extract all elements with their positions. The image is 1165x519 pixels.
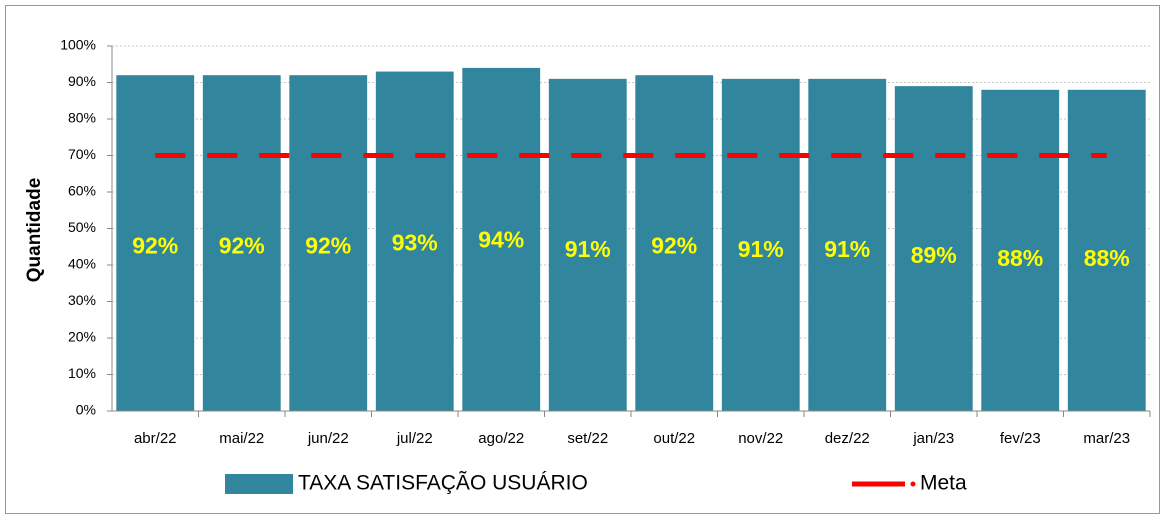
y-axis-title: Quantidade bbox=[24, 178, 45, 283]
bar-value-label: 92% bbox=[305, 233, 351, 259]
y-tick-label: 80% bbox=[68, 110, 96, 126]
bar-value-label: 89% bbox=[911, 242, 957, 268]
x-tick-label: mar/23 bbox=[1083, 430, 1130, 447]
bar bbox=[894, 86, 973, 412]
bar-value-label: 88% bbox=[997, 245, 1043, 271]
legend-label: TAXA SATISFAÇÃO USUÁRIO bbox=[298, 471, 588, 495]
bar bbox=[289, 75, 368, 411]
y-tick-label: 20% bbox=[68, 329, 96, 345]
bar-value-label: 91% bbox=[824, 236, 870, 262]
bar-value-label: 92% bbox=[219, 233, 265, 259]
y-tick-label: 50% bbox=[68, 219, 96, 235]
legend-swatch bbox=[225, 474, 293, 494]
bar-value-label: 91% bbox=[738, 236, 784, 262]
x-tick-label: jan/23 bbox=[912, 430, 954, 447]
x-tick-label: mai/22 bbox=[219, 430, 264, 447]
y-tick-label: 60% bbox=[68, 183, 96, 199]
x-tick-label: dez/22 bbox=[825, 430, 870, 447]
legend-label: Meta bbox=[920, 472, 967, 495]
bar bbox=[548, 78, 627, 411]
bar bbox=[202, 75, 281, 411]
bar bbox=[375, 71, 454, 412]
bar-value-label: 92% bbox=[651, 233, 697, 259]
bar-value-label: 93% bbox=[392, 230, 438, 256]
legend-marker bbox=[910, 481, 916, 487]
bar bbox=[808, 78, 887, 411]
y-tick-label: 40% bbox=[68, 256, 96, 272]
x-tick-label: ago/22 bbox=[478, 430, 524, 447]
y-tick-label: 0% bbox=[76, 402, 96, 418]
y-tick-label: 90% bbox=[68, 73, 96, 89]
x-tick-label: nov/22 bbox=[738, 430, 783, 447]
bar-value-label: 88% bbox=[1084, 245, 1130, 271]
x-tick-label: set/22 bbox=[567, 430, 608, 447]
x-tick-label: abr/22 bbox=[134, 430, 177, 447]
x-tick-label: fev/23 bbox=[1000, 430, 1041, 447]
bar bbox=[635, 75, 714, 411]
y-tick-label: 10% bbox=[68, 365, 96, 381]
y-tick-label: 70% bbox=[68, 146, 96, 162]
x-tick-label: jun/22 bbox=[307, 430, 349, 447]
x-tick-label: out/22 bbox=[653, 430, 695, 447]
x-tick-label: jul/22 bbox=[396, 430, 433, 447]
bar bbox=[116, 75, 195, 411]
y-tick-label: 100% bbox=[60, 37, 96, 53]
bar-value-label: 94% bbox=[478, 226, 524, 252]
y-tick-label: 30% bbox=[68, 292, 96, 308]
bar bbox=[981, 89, 1060, 412]
bar bbox=[1067, 89, 1146, 412]
bar-value-label: 91% bbox=[565, 236, 611, 262]
bar-value-label: 92% bbox=[132, 233, 178, 259]
bar bbox=[721, 78, 800, 411]
bar bbox=[462, 67, 541, 412]
